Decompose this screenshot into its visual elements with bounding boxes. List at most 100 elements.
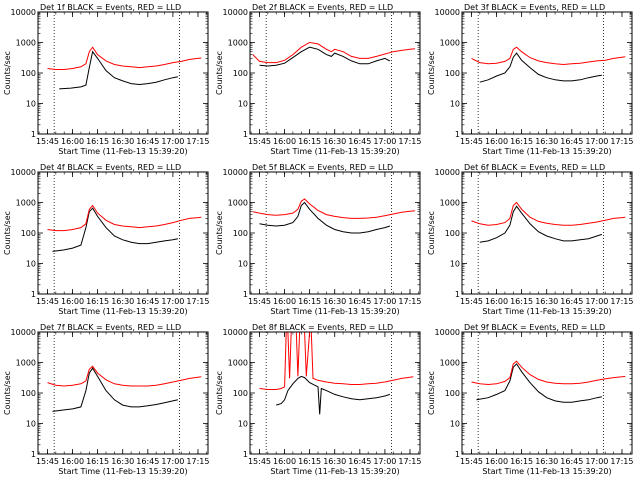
x-tick-label: 16:00: [485, 137, 508, 146]
x-axis-label: Start Time (11-Feb-13 15:39:20): [482, 307, 611, 316]
y-tick-label: 10000: [435, 168, 460, 177]
x-tick-label: 17:00: [161, 457, 184, 466]
x-tick-label: 15:45: [460, 297, 483, 306]
y-tick-label: 100: [445, 389, 460, 398]
detector-chart-4: Det 4f BLACK = Events, RED = LLD Counts/s…: [3, 163, 209, 316]
series-events: [479, 52, 602, 83]
x-tick-label: 16:00: [61, 137, 84, 146]
x-tick-label: 16:30: [111, 457, 134, 466]
x-tick-label: 16:45: [136, 297, 159, 306]
x-tick-label: 17:00: [373, 297, 396, 306]
x-tick-label: 16:30: [323, 297, 346, 306]
detector-chart-2: Det 2f BLACK = Events, RED = LLD Counts/s…: [215, 3, 421, 156]
x-tick-label: 17:15: [398, 297, 421, 306]
y-tick-label: 1: [31, 450, 36, 459]
x-tick-label: 16:00: [485, 457, 508, 466]
detector-chart-8: Det 8f BLACK = Events, RED = LLD Counts/s…: [215, 323, 421, 476]
y-tick-label: 1000: [16, 39, 36, 48]
x-tick-label: 15:45: [248, 457, 271, 466]
x-tick-label: 16:15: [86, 457, 109, 466]
series-events: [52, 367, 179, 412]
x-axis-label: Start Time (11-Feb-13 15:39:20): [482, 147, 611, 156]
x-axis-label: Start Time (11-Feb-13 15:39:20): [270, 147, 399, 156]
x-tick-label: 16:45: [560, 297, 583, 306]
chart-title: Det 2f BLACK = Events, RED = LLD: [252, 3, 393, 12]
y-tick-label: 10: [26, 100, 36, 109]
y-tick-label: 10000: [11, 168, 36, 177]
y-axis-label: Counts/sec: [3, 371, 12, 415]
x-axis-label: Start Time (11-Feb-13 15:39:20): [58, 147, 187, 156]
y-tick-label: 10000: [11, 328, 36, 337]
y-tick-label: 100: [445, 69, 460, 78]
x-tick-label: 17:00: [585, 137, 608, 146]
y-tick-label: 1: [31, 290, 36, 299]
series-lld: [471, 46, 626, 66]
x-tick-label: 16:30: [111, 137, 134, 146]
x-tick-label: 17:15: [186, 457, 209, 466]
y-tick-label: 10: [26, 420, 36, 429]
series-lld: [47, 204, 202, 232]
y-axis-label: Counts/sec: [215, 211, 224, 255]
x-tick-label: 15:45: [248, 137, 271, 146]
series-lld: [47, 46, 202, 70]
series-events: [479, 205, 603, 243]
x-tick-label: 16:00: [485, 297, 508, 306]
y-tick-label: 1000: [440, 359, 460, 368]
y-tick-label: 10000: [435, 8, 460, 17]
x-tick-label: 17:15: [186, 137, 209, 146]
x-tick-label: 16:15: [510, 137, 533, 146]
x-tick-label: 16:00: [273, 297, 296, 306]
detector-chart-9: Det 9f BLACK = Events, RED = LLD Counts/s…: [427, 323, 633, 476]
x-axis-label: Start Time (11-Feb-13 15:39:20): [482, 467, 611, 476]
y-tick-label: 1000: [440, 39, 460, 48]
x-tick-label: 15:45: [460, 457, 483, 466]
y-tick-label: 1: [455, 130, 460, 139]
y-tick-label: 1: [243, 290, 248, 299]
series-lld: [252, 198, 416, 219]
x-tick-label: 16:45: [348, 137, 371, 146]
y-tick-label: 1000: [16, 359, 36, 368]
detector-chart-7: Det 7f BLACK = Events, RED = LLD Counts/s…: [3, 323, 209, 476]
y-tick-label: 10000: [11, 8, 36, 17]
y-tick-label: 10000: [223, 168, 248, 177]
x-tick-label: 17:00: [373, 457, 396, 466]
series-events: [52, 207, 179, 252]
x-tick-label: 16:15: [298, 137, 321, 146]
y-tick-label: 10: [450, 100, 460, 109]
x-tick-label: 17:00: [373, 137, 396, 146]
y-axis-label: Counts/sec: [427, 51, 436, 95]
y-tick-label: 1: [243, 130, 248, 139]
y-axis-label: Counts/sec: [3, 51, 12, 95]
x-tick-label: 16:30: [535, 297, 558, 306]
y-tick-label: 1000: [440, 199, 460, 208]
y-tick-label: 100: [233, 229, 248, 238]
y-tick-label: 1000: [228, 199, 248, 208]
x-axis-label: Start Time (11-Feb-13 15:39:20): [270, 307, 399, 316]
x-tick-label: 16:30: [535, 137, 558, 146]
y-tick-label: 10: [238, 420, 248, 429]
x-tick-label: 16:45: [560, 137, 583, 146]
y-tick-label: 100: [233, 389, 248, 398]
series-lld: [252, 41, 416, 64]
x-tick-label: 16:45: [560, 457, 583, 466]
series-events: [276, 375, 391, 415]
plot-frame: [249, 171, 421, 295]
series-events: [59, 50, 178, 90]
y-tick-label: 10: [238, 100, 248, 109]
x-tick-label: 17:15: [610, 457, 633, 466]
x-axis-label: Start Time (11-Feb-13 15:39:20): [58, 467, 187, 476]
plot-frame: [37, 171, 209, 295]
series-lld: [259, 331, 414, 390]
x-tick-label: 16:45: [136, 457, 159, 466]
y-tick-label: 100: [21, 389, 36, 398]
y-tick-label: 10000: [435, 328, 460, 337]
x-tick-label: 16:00: [61, 297, 84, 306]
y-tick-label: 1000: [228, 359, 248, 368]
x-tick-label: 15:45: [36, 297, 59, 306]
detector-chart-3: Det 3f BLACK = Events, RED = LLD Counts/s…: [427, 3, 633, 156]
x-tick-label: 17:15: [398, 137, 421, 146]
y-tick-label: 1: [31, 130, 36, 139]
detector-chart-6: Det 6f BLACK = Events, RED = LLD Counts/s…: [427, 163, 633, 316]
chart-title: Det 3f BLACK = Events, RED = LLD: [464, 3, 605, 12]
y-tick-label: 100: [21, 69, 36, 78]
